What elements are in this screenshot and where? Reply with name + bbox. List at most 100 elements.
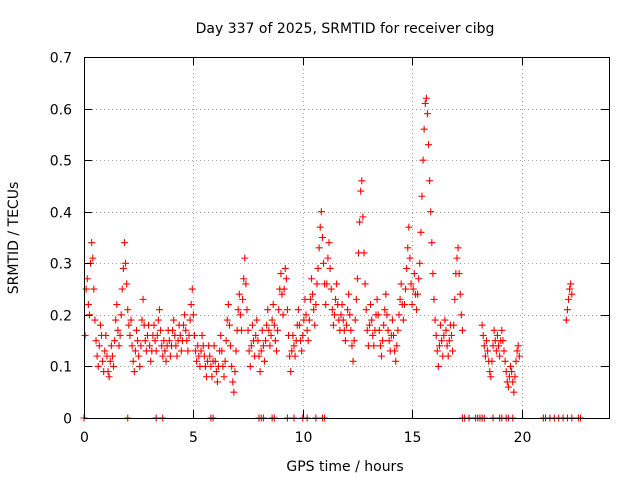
data-point <box>381 306 389 314</box>
data-point <box>146 342 154 350</box>
data-point <box>568 290 576 298</box>
y-tick-label: 0.2 <box>50 309 72 325</box>
data-point <box>429 270 437 278</box>
data-point <box>400 301 408 309</box>
y-tick-label: 0 <box>63 412 72 428</box>
data-point <box>353 275 361 283</box>
data-point <box>443 342 451 350</box>
data-point <box>213 378 221 386</box>
data-point <box>271 337 279 345</box>
data-point <box>297 337 305 345</box>
data-point <box>457 311 465 319</box>
data-point <box>210 342 218 350</box>
data-point <box>162 357 170 365</box>
data-point <box>197 347 205 355</box>
data-point <box>270 321 278 329</box>
data-point <box>376 342 384 350</box>
data-point <box>309 290 317 298</box>
data-point <box>206 352 214 360</box>
data-point <box>312 301 320 309</box>
data-point <box>325 239 333 247</box>
data-point <box>417 228 425 236</box>
data-point <box>107 342 115 350</box>
data-point <box>384 326 392 334</box>
data-point <box>82 285 90 293</box>
data-point <box>238 326 245 334</box>
data-point <box>396 295 404 303</box>
data-point <box>137 342 145 350</box>
data-point <box>515 352 523 360</box>
data-point <box>490 326 498 334</box>
data-point <box>418 192 426 200</box>
data-point <box>124 306 132 314</box>
data-point <box>345 290 353 298</box>
data-point <box>410 270 418 278</box>
data-point <box>563 306 571 314</box>
data-point <box>111 337 119 345</box>
data-point <box>95 342 103 350</box>
data-point <box>317 208 325 216</box>
data-point <box>104 368 112 376</box>
data-point <box>330 311 338 319</box>
data-point <box>395 311 403 319</box>
data-point <box>236 311 244 319</box>
data-point <box>393 342 401 350</box>
data-point <box>230 388 238 396</box>
data-point <box>165 337 173 345</box>
data-point <box>262 337 270 345</box>
data-point <box>131 347 139 355</box>
data-point <box>369 331 377 339</box>
data-point <box>235 290 243 298</box>
data-point <box>253 316 261 324</box>
data-point <box>225 321 233 329</box>
data-point <box>277 270 285 278</box>
data-point <box>432 331 440 339</box>
data-point <box>316 223 324 231</box>
data-point <box>361 280 369 288</box>
data-point <box>129 357 137 365</box>
data-point <box>508 368 516 376</box>
data-point <box>499 337 507 345</box>
data-point <box>273 347 280 355</box>
data-point <box>363 326 371 334</box>
data-point <box>404 244 412 252</box>
data-point <box>212 368 220 376</box>
data-point <box>509 378 517 386</box>
data-point <box>229 378 237 386</box>
data-point <box>315 244 323 252</box>
data-point <box>217 331 225 339</box>
data-point <box>269 301 277 309</box>
data-point <box>308 275 315 283</box>
data-point <box>188 285 196 293</box>
data-point <box>257 347 265 355</box>
data-point <box>504 383 512 391</box>
data-point <box>344 306 352 314</box>
data-point <box>258 326 266 334</box>
data-point <box>431 316 439 324</box>
data-point <box>483 337 490 345</box>
data-point <box>177 347 185 355</box>
data-point <box>338 301 346 309</box>
data-point <box>274 326 282 334</box>
data-point <box>181 311 189 319</box>
data-point <box>170 316 178 324</box>
data-point <box>388 316 396 324</box>
data-point <box>268 316 276 324</box>
data-point <box>126 331 134 339</box>
data-point <box>172 342 180 350</box>
x-tick-label: 15 <box>404 430 422 446</box>
y-tick-label: 0.1 <box>50 360 72 376</box>
data-point <box>407 280 415 288</box>
data-point <box>141 337 149 345</box>
y-tick-label: 0.4 <box>50 206 72 222</box>
data-point <box>374 311 382 319</box>
data-point <box>310 306 318 314</box>
data-point <box>414 290 422 298</box>
data-point <box>224 301 232 309</box>
axis-ticks: 0 0.1 0.2 0.3 0.4 0.5 0.6 0.7 0 5 10 15 20 <box>50 51 609 446</box>
data-point <box>493 331 501 339</box>
data-point <box>119 264 127 272</box>
data-point <box>378 352 385 360</box>
data-point <box>105 373 113 381</box>
data-point <box>311 321 319 329</box>
